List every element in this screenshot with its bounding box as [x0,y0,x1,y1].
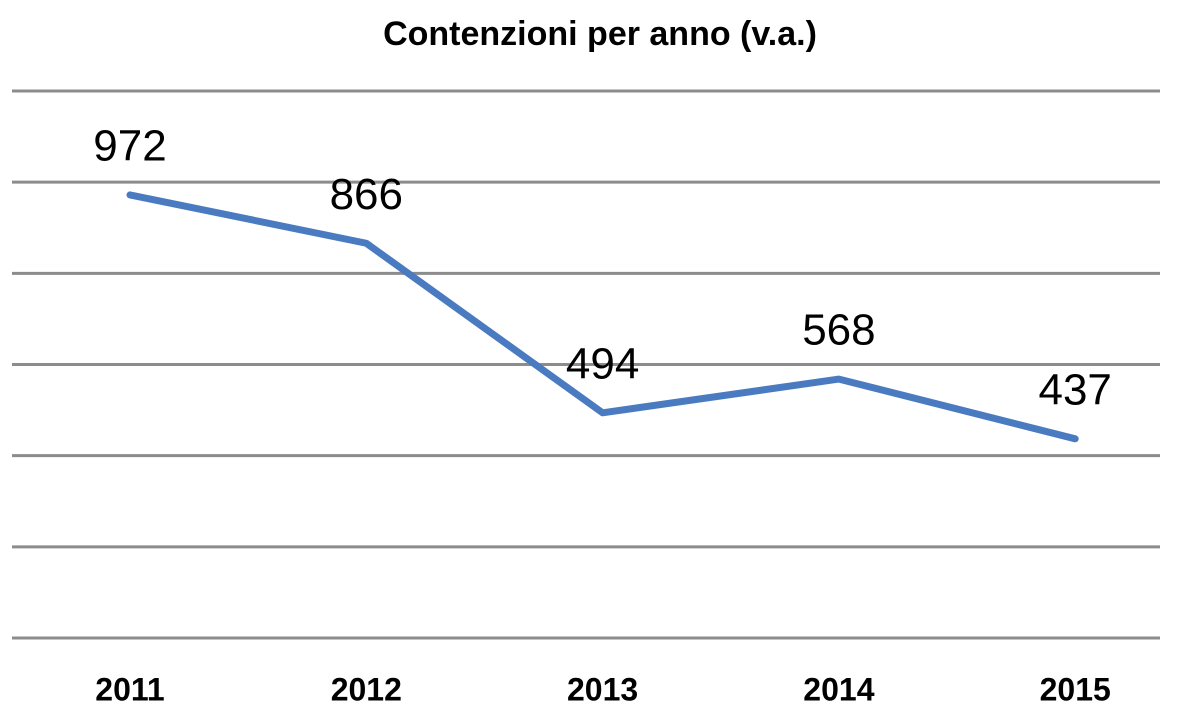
x-tick-label: 2011 [95,671,164,707]
data-label: 437 [1038,365,1111,414]
chart-title: Contenzioni per anno (v.a.) [383,15,817,53]
x-tick-label: 2013 [567,671,638,707]
x-tick-label: 2015 [1040,671,1111,707]
data-line [126,191,1079,443]
data-label: 866 [330,170,403,219]
x-tick-label: 2012 [331,671,402,707]
data-label: 568 [802,306,875,355]
data-label: 972 [93,122,166,171]
data-label: 494 [566,339,639,388]
x-tick-label: 2014 [803,671,874,707]
